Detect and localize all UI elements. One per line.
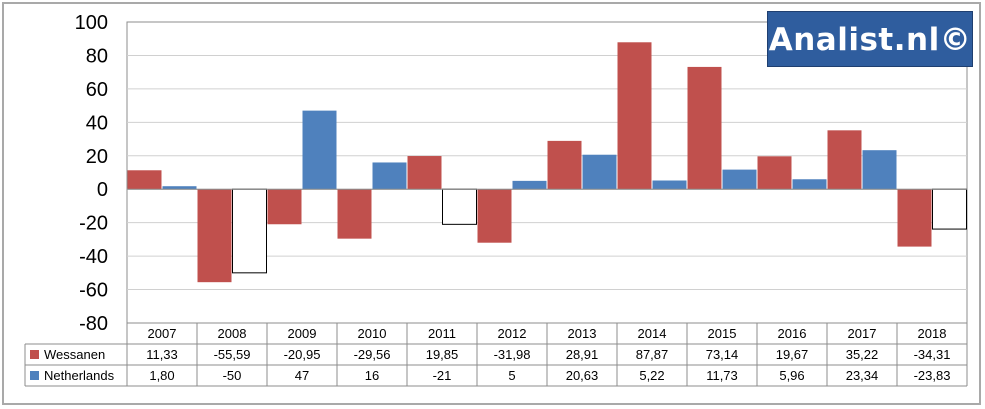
bar-wessanen-2013 bbox=[547, 140, 582, 190]
y-tick-label: 40 bbox=[86, 112, 108, 134]
data-label: 23,34 bbox=[846, 368, 879, 383]
bar-wessanen-2018 bbox=[897, 189, 932, 247]
bar-wessanen-2010 bbox=[337, 189, 372, 239]
bar-netherlands-2011 bbox=[442, 188, 477, 225]
data-label: 16 bbox=[365, 368, 379, 383]
bar-wessanen-2008 bbox=[197, 189, 232, 283]
x-tick-label: 2007 bbox=[148, 326, 177, 341]
y-tick-label: 20 bbox=[86, 146, 108, 168]
data-label: -29,56 bbox=[354, 347, 391, 362]
bar-netherlands-2010 bbox=[372, 162, 407, 190]
data-label: 47 bbox=[295, 368, 309, 383]
y-tick-label: -80 bbox=[79, 313, 108, 335]
bar-wessanen-2011 bbox=[407, 156, 442, 190]
bar-netherlands-2007 bbox=[162, 186, 197, 190]
data-label: 5 bbox=[508, 368, 515, 383]
bar-wessanen-2009 bbox=[267, 189, 302, 225]
bar-netherlands-2009 bbox=[302, 110, 337, 190]
y-tick-label: 80 bbox=[86, 45, 108, 67]
x-tick-label: 2008 bbox=[218, 326, 247, 341]
data-label: 20,63 bbox=[566, 368, 599, 383]
data-label: -55,59 bbox=[214, 347, 251, 362]
data-label: 35,22 bbox=[846, 347, 879, 362]
data-label: -31,98 bbox=[494, 347, 531, 362]
data-label: -50 bbox=[223, 368, 242, 383]
x-tick-label: 2016 bbox=[778, 326, 807, 341]
y-tick-label: -40 bbox=[79, 246, 108, 268]
data-label: 73,14 bbox=[706, 347, 739, 362]
y-tick-label: -20 bbox=[79, 213, 108, 235]
data-label: 28,91 bbox=[566, 347, 599, 362]
bar-wessanen-2012 bbox=[477, 189, 512, 243]
data-label: -23,83 bbox=[914, 368, 951, 383]
bar-netherlands-2018 bbox=[932, 188, 967, 230]
x-tick-label: 2015 bbox=[708, 326, 737, 341]
x-tick-label: 2011 bbox=[428, 326, 456, 341]
x-tick-label: 2012 bbox=[498, 326, 527, 341]
y-tick-label: 100 bbox=[75, 12, 108, 34]
data-label: 19,85 bbox=[426, 347, 459, 362]
bar-netherlands-2016 bbox=[792, 179, 827, 190]
bar-wessanen-2016 bbox=[757, 156, 792, 190]
data-label: -34,31 bbox=[914, 347, 951, 362]
data-label: 11,73 bbox=[706, 368, 738, 383]
legend-key-wessanen bbox=[30, 350, 39, 359]
y-tick-label: -60 bbox=[79, 280, 108, 302]
x-tick-label: 2009 bbox=[288, 326, 317, 341]
legend-key-netherlands bbox=[30, 371, 39, 380]
bar-wessanen-2015 bbox=[687, 66, 722, 190]
x-tick-label: 2014 bbox=[638, 326, 667, 341]
legend-label-wessanen: Wessanen bbox=[44, 347, 105, 362]
bar-wessanen-2007 bbox=[127, 170, 162, 190]
analist-logo: Analist.nl© bbox=[767, 11, 973, 67]
x-tick-label: 2017 bbox=[848, 326, 877, 341]
bar-netherlands-2017 bbox=[862, 150, 897, 190]
bar-wessanen-2017 bbox=[827, 130, 862, 190]
bar-netherlands-2008 bbox=[232, 188, 267, 274]
data-label: 1,80 bbox=[149, 368, 174, 383]
bar-wessanen-2014 bbox=[617, 42, 652, 190]
x-tick-label: 2018 bbox=[918, 326, 947, 341]
data-label: 87,87 bbox=[636, 347, 669, 362]
x-tick-label: 2010 bbox=[358, 326, 387, 341]
data-label: 5,22 bbox=[639, 368, 664, 383]
data-label: 19,67 bbox=[776, 347, 809, 362]
y-tick-label: 60 bbox=[86, 79, 108, 101]
x-tick-label: 2013 bbox=[568, 326, 597, 341]
bar-netherlands-2012 bbox=[512, 180, 547, 190]
bar-netherlands-2015 bbox=[722, 169, 757, 190]
data-label: -21 bbox=[433, 368, 452, 383]
data-label: 5,96 bbox=[779, 368, 804, 383]
data-label: -20,95 bbox=[284, 347, 321, 362]
legend-label-netherlands: Netherlands bbox=[44, 368, 115, 383]
bar-netherlands-2013 bbox=[582, 154, 617, 190]
bar-netherlands-2014 bbox=[652, 180, 687, 190]
data-label: 11,33 bbox=[146, 347, 178, 362]
y-tick-label: 0 bbox=[97, 179, 108, 201]
